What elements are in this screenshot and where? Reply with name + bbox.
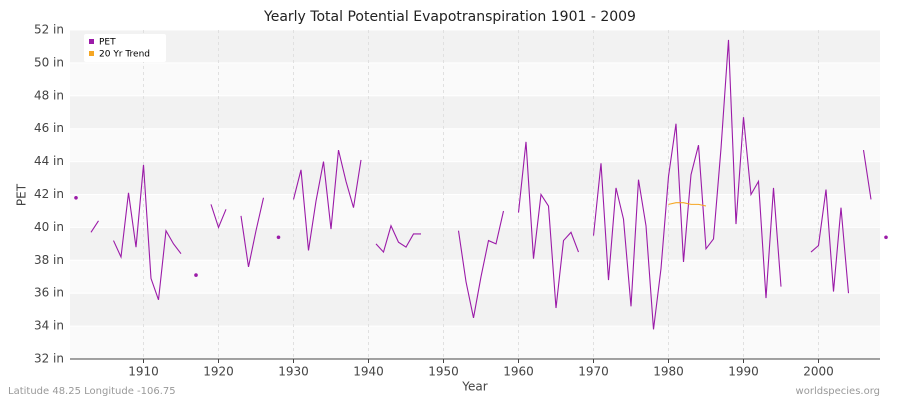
- y-tick-label: 38 in: [34, 253, 64, 267]
- legend-box: [84, 34, 166, 62]
- band: [70, 194, 880, 228]
- x-tick-label: 1910: [128, 365, 159, 379]
- point: [194, 273, 198, 277]
- x-tick-label: 1990: [728, 365, 759, 379]
- line: [517, 141, 580, 309]
- footer-right: worldspecies.org: [796, 386, 880, 397]
- band: [70, 95, 880, 129]
- x-tick-label: 1950: [428, 365, 459, 379]
- y-tick-label: 44 in: [34, 154, 64, 168]
- footer-left: Latitude 48.25 Longitude -106.75: [8, 386, 176, 397]
- line: [292, 149, 362, 251]
- x-tick-label: 1960: [503, 365, 534, 379]
- line: [240, 197, 265, 267]
- band: [70, 161, 880, 195]
- legend-swatch: [89, 39, 94, 44]
- x-axis-label: Year: [461, 380, 487, 394]
- x-tick-label: 1930: [278, 365, 309, 379]
- line: [862, 150, 872, 200]
- band: [70, 326, 880, 359]
- y-tick-label: 40 in: [34, 220, 64, 234]
- x-tick-label: 1980: [653, 365, 684, 379]
- x-tick-label: 1970: [578, 365, 609, 379]
- y-tick-label: 36 in: [34, 286, 64, 300]
- x-tick-label: 1920: [203, 365, 234, 379]
- line: [90, 220, 99, 233]
- y-tick-label: 48 in: [34, 88, 64, 102]
- legend-swatch: [89, 51, 94, 56]
- point: [74, 195, 78, 200]
- band: [70, 62, 880, 96]
- y-tick-label: 46 in: [34, 121, 64, 135]
- legend-label: PET: [99, 38, 116, 48]
- line: [112, 164, 182, 300]
- line: [210, 204, 227, 229]
- line: [375, 224, 421, 254]
- x-tick-label: 2000: [803, 365, 834, 379]
- y-tick-label: 50 in: [34, 55, 64, 69]
- legend-label: 20 Yr Trend: [99, 50, 150, 60]
- y-axis-label: PET: [15, 183, 29, 206]
- x-tick-label: 1940: [353, 365, 384, 379]
- line: [668, 202, 707, 207]
- line: [592, 39, 782, 330]
- band: [70, 227, 880, 261]
- band: [70, 30, 880, 63]
- band: [70, 128, 880, 162]
- chart-title: Yearly Total Potential Evapotranspiratio…: [263, 9, 636, 25]
- y-tick-label: 34 in: [34, 319, 64, 333]
- point: [276, 235, 281, 240]
- y-tick-label: 52 in: [34, 23, 64, 37]
- band: [70, 260, 880, 294]
- y-tick-label: 32 in: [34, 352, 64, 366]
- point: [884, 235, 888, 240]
- line: [810, 189, 850, 294]
- y-tick-label: 42 in: [34, 187, 64, 201]
- line: [457, 210, 505, 318]
